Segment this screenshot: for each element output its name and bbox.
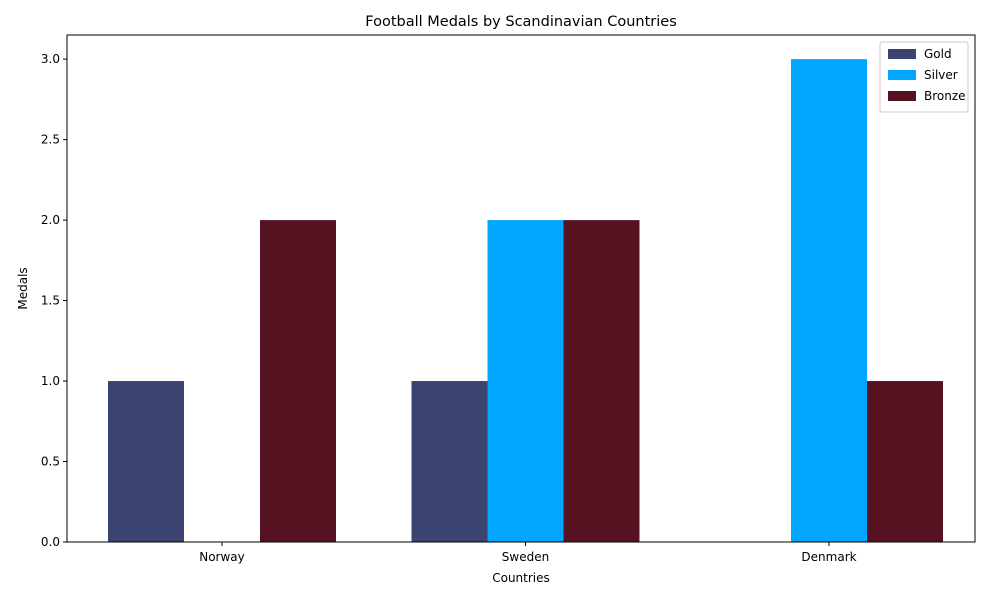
axes-layer [66,34,976,543]
x-tick-label-sweden: Sweden [502,550,549,564]
legend-swatch-silver [888,70,916,80]
y-tick-label: 0.5 [41,455,60,469]
bar-bronze-denmark [867,381,943,542]
plot-frame [66,34,976,543]
bar-silver-denmark [791,59,867,543]
y-tick-label: 3.0 [41,52,60,66]
bars-layer [108,59,943,543]
chart-title: Football Medals by Scandinavian Countrie… [365,14,677,30]
y-tick-label: 2.5 [41,133,60,147]
y-axis-label: Medals [16,267,30,309]
legend-swatch-gold [888,49,916,59]
y-axis-ticks: 0.0 0.5 1.0 1.5 2.0 2.5 3.0 [41,52,67,549]
legend-label-silver: Silver [924,68,958,82]
x-tick-label-norway: Norway [199,550,245,564]
bar-bronze-norway [260,220,336,542]
x-tick-label-denmark: Denmark [801,550,856,564]
legend: Gold Silver Bronze [879,41,969,113]
x-axis-label: Countries [492,571,550,585]
y-tick-label: 1.5 [41,294,60,308]
y-tick-label: 1.0 [41,374,60,388]
bar-silver-sweden [487,220,564,542]
bar-bronze-sweden [563,220,640,542]
y-tick-label: 2.0 [41,213,60,227]
legend-label-gold: Gold [924,47,952,61]
x-axis-ticks: Norway Sweden Denmark [199,542,857,564]
bar-gold-norway [108,381,184,542]
legend-label-bronze: Bronze [924,89,966,103]
bar-gold-sweden [411,381,488,542]
legend-swatch-bronze [888,91,916,101]
y-tick-label: 0.0 [41,535,60,549]
